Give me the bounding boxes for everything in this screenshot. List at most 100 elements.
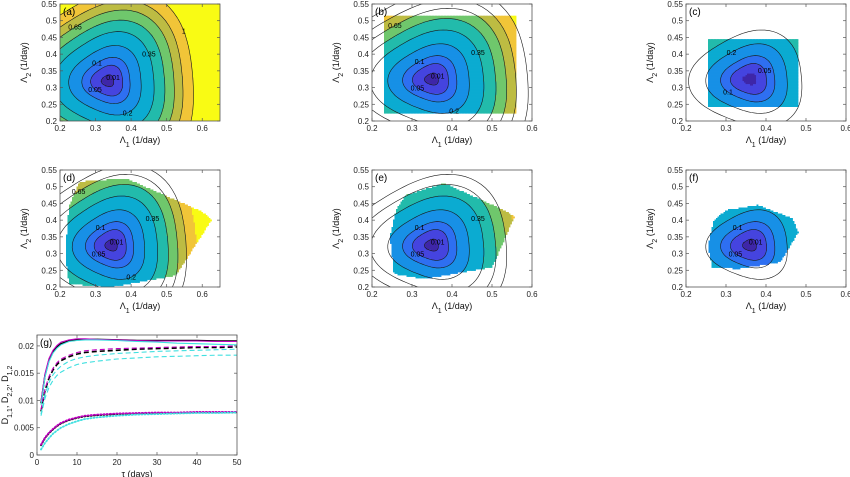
x-tick-label: 0.3 (90, 290, 102, 299)
y-tick-label: 0.3 (358, 250, 370, 259)
contour-line-0.65 (372, 173, 507, 287)
contour-label: 0.65 (72, 189, 86, 196)
y-tick-label: 0.005 (14, 424, 35, 433)
y-tick-label: 0.015 (14, 369, 35, 378)
contour-label: 1 (182, 28, 186, 35)
x-tick-label: 0.2 (54, 124, 66, 133)
contour-line-0.35 (688, 29, 803, 121)
y-tick-label: 0.2 (672, 283, 684, 292)
y-tick-label: 0.45 (353, 33, 369, 42)
contour-field (66, 179, 212, 287)
contour-line-0.1 (81, 56, 131, 104)
contour-label: 0.05 (88, 87, 102, 94)
y-tick-label: 0.3 (672, 84, 684, 93)
contour-line-0.2 (71, 209, 145, 280)
contour-line-0.1 (402, 55, 458, 103)
contour-line-0.8 (372, 4, 517, 121)
y-tick-label: 0.2 (358, 283, 370, 292)
y-tick-label: 0.35 (353, 233, 369, 242)
y-tick-label: 0.45 (667, 199, 683, 208)
y-tick-label: 0.55 (353, 0, 369, 9)
contour-line-0.2 (705, 209, 788, 280)
contour-label: 0.1 (733, 225, 743, 232)
contour-label: 0.1 (415, 225, 425, 232)
contour-line-0.05 (730, 229, 767, 261)
contour-label: 0.35 (142, 51, 156, 58)
contour-lines (372, 173, 507, 287)
contour-line-0.35 (372, 29, 485, 121)
series-line-dashed (40, 348, 238, 415)
contour-line-0.5 (60, 19, 166, 121)
x-tick-label: 0.4 (760, 290, 772, 299)
y-tick-label: 0.4 (46, 50, 58, 59)
contour-label: 0.65 (68, 25, 82, 32)
contour-lines (688, 29, 803, 121)
y-tick-label: 0.55 (667, 0, 683, 9)
y-axis-label: Λ2 (1/day) (645, 42, 659, 82)
y-tick-label: 0.25 (41, 266, 57, 275)
series-line-dashed (40, 345, 238, 410)
panel-label: (a) (63, 7, 75, 18)
x-tick-label: 0.4 (126, 290, 138, 299)
series-line-dashed (40, 346, 238, 412)
panel-d: 0.01 0.05 0.1 0.2 0.35 0.65 0.2 0.3 0.4 0.5 0.6 0.2… (19, 166, 221, 315)
x-tick-label: 0.4 (126, 124, 138, 133)
y-tick-label: 0.3 (672, 250, 684, 259)
x-tick-label: 0.4 (760, 124, 772, 133)
x-tick-label: 0.5 (161, 124, 173, 133)
x-tick-label: 0.5 (800, 290, 812, 299)
contour-label: 0.35 (146, 216, 160, 223)
y-tick-label: 0.45 (353, 199, 369, 208)
contour-label: 0.01 (749, 239, 763, 246)
y-tick-label: 0.25 (667, 266, 683, 275)
contour-line-0.05 (90, 64, 123, 97)
contour-label: 0.2 (126, 275, 136, 282)
contour-line-0.65 (372, 7, 507, 121)
series-line-dotted (40, 411, 238, 446)
x-tick-label: 20 (113, 458, 122, 467)
contour-label: 0.65 (388, 23, 402, 30)
contour-line-0.1 (720, 55, 776, 103)
contour-line-0.2 (387, 209, 470, 280)
x-tick-label: 0.2 (366, 124, 378, 133)
contour-label: 0.2 (449, 109, 459, 116)
y-tick-label: 0.5 (358, 17, 370, 26)
y-tick-label: 0.4 (46, 216, 58, 225)
panel-label: (d) (63, 173, 75, 184)
contour-line-0.5 (372, 18, 497, 121)
y-tick-label: 0.5 (46, 17, 58, 26)
y-tick-label: 0.4 (358, 50, 370, 59)
contour-line-0.65 (60, 173, 179, 287)
contour-field (60, 4, 220, 121)
contour-field (384, 15, 517, 114)
x-tick-label: 0.5 (486, 290, 498, 299)
contour-label: 0.01 (106, 75, 120, 82)
y-tick-label: 0.5 (672, 183, 684, 192)
contour-label: 0.35 (471, 50, 485, 57)
panel-label: (b) (375, 7, 387, 18)
x-tick-label: 0.3 (90, 124, 102, 133)
x-tick-label: 0.6 (197, 290, 209, 299)
panel-e: 0.01 0.05 0.1 0.35 0.2 0.3 0.4 0.5 0.6 0.2 0.25 0.3… (331, 166, 538, 315)
x-tick-label: 0.2 (54, 290, 66, 299)
x-tick-label: 0.3 (406, 290, 418, 299)
x-tick-label: 30 (153, 458, 162, 467)
contour-label: 0.1 (723, 90, 733, 97)
x-tick-label: 0.6 (526, 124, 538, 133)
x-tick-label: 40 (193, 458, 202, 467)
contour-line-0.8 (60, 170, 187, 287)
x-axis-label: Λ1 (1/day) (432, 301, 472, 315)
contour-line-0.01 (104, 238, 118, 252)
contour-lines (372, 4, 529, 121)
contour-label: 0.05 (758, 68, 772, 75)
contour-line-0.35 (60, 31, 155, 121)
contour-line-0.5 (60, 184, 169, 287)
y-tick-label: 0.35 (41, 233, 57, 242)
y-tick-label: 0.01 (18, 396, 34, 405)
panel-label: (g) (40, 338, 52, 349)
x-axis-label: Λ1 (1/day) (432, 135, 472, 149)
x-tick-label: 0.2 (680, 290, 692, 299)
y-tick-label: 0.35 (353, 67, 369, 76)
contour-line-0.05 (730, 63, 767, 95)
